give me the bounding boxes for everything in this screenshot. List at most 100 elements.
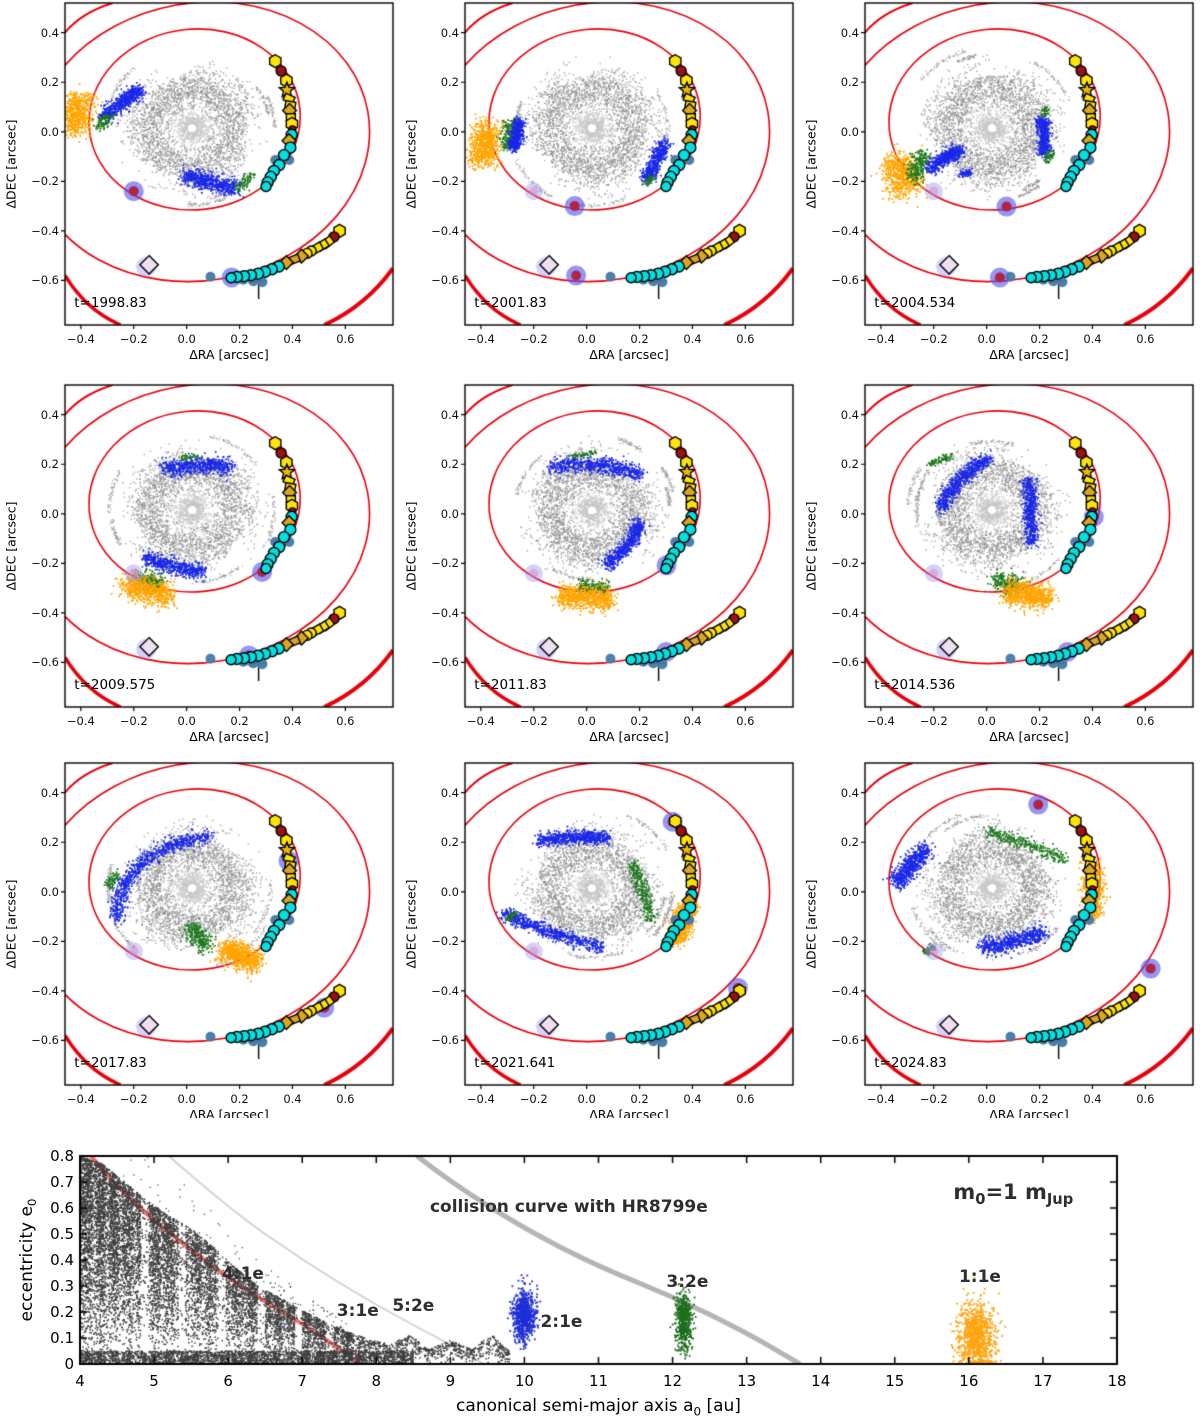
panel-y-axis-title: ΔDEC [arcsec]: [803, 119, 819, 209]
panel-x-tick-label: 0.2: [1030, 332, 1049, 346]
panel-x-tick-label: −0.4: [466, 714, 495, 728]
panel-y-tick-label: 0.2: [440, 457, 459, 472]
orbit-panel-canvas: [800, 378, 1200, 756]
resonance-label-5-2e: 5:2e: [392, 1295, 435, 1316]
panel-x-tick-label: 0.2: [1030, 714, 1049, 728]
panel-x-tick-label: 0.4: [283, 714, 302, 728]
ecc-x-tick-label: 12: [663, 1372, 683, 1390]
panel-y-tick-label: −0.6: [431, 1033, 459, 1048]
panel-x-tick-label: −0.4: [866, 1092, 895, 1106]
panel-y-axis-title: ΔDEC [arcsec]: [3, 879, 19, 969]
orbit-panel-8: −0.4 −0.2 0.0 0.2 0.4 0.6 0.4 0.2 0.0 −0.2 −0.4 −0.…: [400, 756, 800, 1122]
panel-y-tick-label: −0.6: [31, 273, 59, 288]
panel-x-axis-title: ΔRA [arcsec]: [589, 347, 669, 362]
ecc-y-tick-label: 0.7: [50, 1173, 74, 1191]
panel-y-tick-label: −0.6: [831, 655, 859, 670]
panel-y-tick-label: 0.0: [40, 506, 59, 521]
panel-x-tick-label: −0.2: [519, 714, 548, 728]
epoch-timestamp: t=2024.83: [874, 1054, 947, 1071]
ecc-x-tick-label: 13: [737, 1372, 757, 1390]
panel-x-tick-label: 0.4: [683, 1092, 702, 1106]
ecc-x-tick-label: 6: [223, 1372, 233, 1390]
ecc-x-tick-label: 14: [811, 1372, 831, 1390]
panel-y-axis-title: ΔDEC [arcsec]: [3, 501, 19, 591]
ecc-y-tick-label: 0.6: [50, 1199, 74, 1217]
collision-curve-label: collision curve with HR8799e: [429, 1196, 708, 1217]
epoch-timestamp: t=2001.83: [474, 294, 547, 311]
panel-y-tick-label: 0.4: [840, 785, 859, 800]
x-axis-title: canonical semi-major axis a0 [au]: [456, 1396, 741, 1419]
panel-y-tick-label: −0.2: [31, 174, 59, 189]
panel-y-tick-label: 0.0: [840, 124, 859, 139]
ecc-y-tick-label: 0.8: [50, 1147, 74, 1165]
panel-x-tick-label: 0.0: [977, 1092, 996, 1106]
orbit-panel-canvas: [400, 756, 800, 1118]
panel-x-tick-label: 0.6: [336, 332, 355, 346]
ecc-y-tick-label: 0.2: [50, 1303, 74, 1321]
ecc-y-tick-label: 0.5: [50, 1225, 74, 1243]
orbit-panel-5: −0.4 −0.2 0.0 0.2 0.4 0.6 0.4 0.2 0.0 −0.2 −0.4 −0.…: [400, 378, 800, 756]
panel-x-tick-label: −0.2: [919, 332, 948, 346]
panel-y-tick-label: −0.2: [31, 556, 59, 571]
panel-y-axis-title: ΔDEC [arcsec]: [3, 119, 19, 209]
panel-y-tick-label: 0.2: [40, 835, 59, 850]
panel-x-axis-title: ΔRA [arcsec]: [189, 729, 269, 744]
panel-y-tick-label: 0.0: [840, 884, 859, 899]
panel-x-tick-label: 0.4: [283, 332, 302, 346]
panel-y-tick-label: 0.4: [440, 25, 459, 40]
panel-y-tick-label: 0.4: [840, 25, 859, 40]
orbit-panel-1: −0.4 −0.2 0.0 0.2 0.4 0.6 0.4 0.2 0.0 −0.2 −0.4 −0.…: [0, 0, 400, 378]
orbit-panel-canvas: [0, 0, 400, 378]
panel-y-tick-label: −0.6: [431, 655, 459, 670]
panel-y-tick-label: 0.4: [40, 785, 59, 800]
panel-y-tick-label: −0.4: [31, 983, 59, 998]
ecc-x-tick-label: 7: [297, 1372, 307, 1390]
panel-y-tick-label: −0.6: [831, 1033, 859, 1048]
epoch-timestamp: t=2017.83: [74, 1054, 147, 1071]
panel-y-tick-label: 0.0: [40, 124, 59, 139]
panel-y-tick-label: 0.2: [40, 457, 59, 472]
panel-x-tick-label: −0.4: [66, 714, 95, 728]
epoch-timestamp: t=2009.575: [74, 676, 156, 693]
ecc-x-tick-label: 8: [371, 1372, 382, 1390]
panel-x-tick-label: −0.2: [119, 714, 148, 728]
panel-x-tick-label: 0.0: [177, 714, 196, 728]
ecc-y-tick-label: 0.3: [50, 1277, 74, 1295]
panel-y-tick-label: 0.2: [440, 75, 459, 90]
panel-y-tick-label: 0.2: [440, 835, 459, 850]
panel-y-tick-label: 0.0: [40, 884, 59, 899]
panel-x-tick-label: −0.4: [866, 332, 895, 346]
panel-y-axis-title: ΔDEC [arcsec]: [803, 879, 819, 969]
ecc-y-tick-label: 0: [64, 1355, 74, 1373]
panel-y-tick-label: −0.2: [431, 174, 459, 189]
panel-y-tick-label: −0.4: [831, 605, 859, 620]
panel-x-tick-label: −0.4: [66, 332, 95, 346]
epoch-timestamp: t=2014.536: [874, 676, 956, 693]
eccentricity-chart-canvas: [0, 1118, 1200, 1424]
panel-y-tick-label: −0.4: [31, 223, 59, 238]
panel-y-axis-title: ΔDEC [arcsec]: [403, 119, 419, 209]
orbit-panel-canvas: [0, 756, 400, 1118]
panel-x-tick-label: 0.6: [736, 332, 755, 346]
panel-x-tick-label: 0.6: [1136, 714, 1155, 728]
ecc-x-tick-label: 9: [445, 1372, 456, 1390]
eccentricity-chart: canonical semi-major axis a0 [au] eccent…: [0, 1118, 1200, 1424]
panel-x-tick-label: 0.4: [1083, 1092, 1102, 1106]
orbit-panel-canvas: [800, 0, 1200, 378]
panel-x-tick-label: 0.4: [1083, 332, 1102, 346]
panel-x-axis-title: ΔRA [arcsec]: [989, 729, 1069, 744]
panel-x-tick-label: 0.6: [1136, 1092, 1155, 1106]
resonance-label-2-1e: 2:1e: [540, 1312, 583, 1333]
panel-x-tick-label: 0.2: [630, 714, 649, 728]
panel-y-tick-label: 0.2: [840, 835, 859, 850]
panel-y-tick-label: 0.4: [440, 407, 459, 422]
panel-y-tick-label: 0.0: [840, 506, 859, 521]
panel-x-tick-label: 0.2: [630, 332, 649, 346]
panel-x-tick-label: 0.0: [177, 332, 196, 346]
panel-y-tick-label: 0.0: [440, 884, 459, 899]
resonance-label-1-1e: 1:1e: [958, 1266, 1001, 1287]
panel-y-tick-label: 0.0: [440, 506, 459, 521]
epoch-timestamp: t=2011.83: [474, 676, 547, 693]
ecc-x-tick-label: 17: [1033, 1372, 1053, 1390]
panel-x-tick-label: −0.2: [919, 714, 948, 728]
